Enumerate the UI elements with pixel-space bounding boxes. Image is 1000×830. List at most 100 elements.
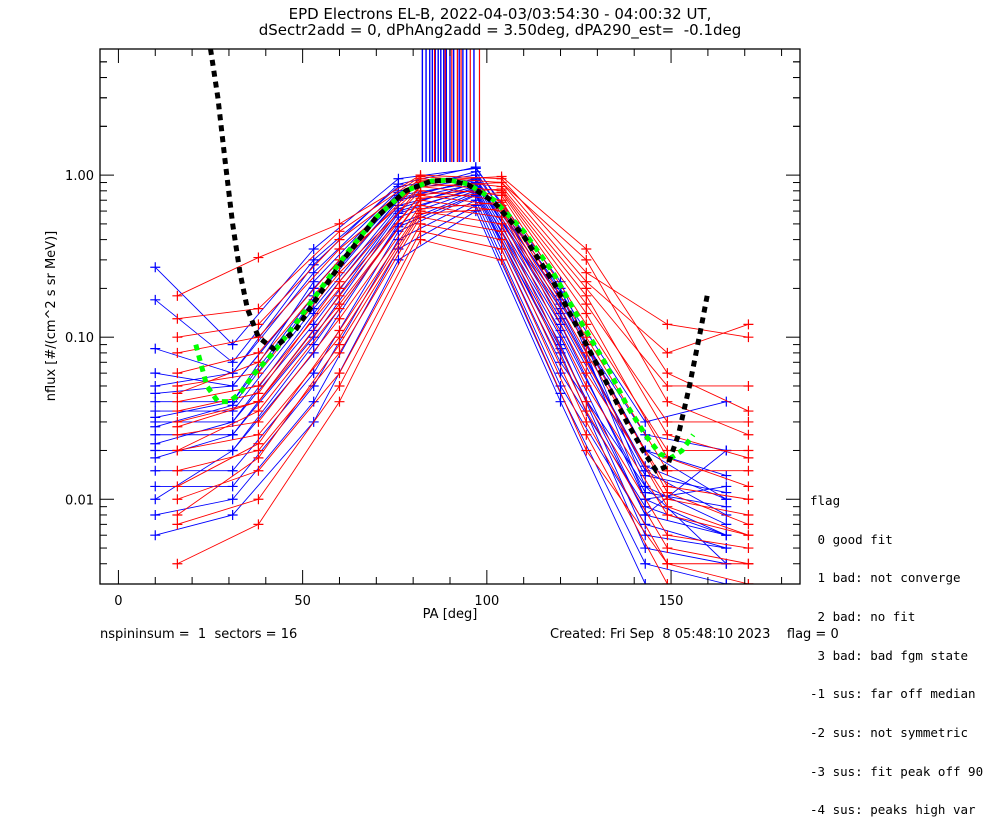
red-data-point xyxy=(743,579,754,584)
y-tick-label: 0.01 xyxy=(65,493,94,508)
red-data-point xyxy=(662,558,673,569)
red-data-point xyxy=(662,380,673,391)
red-data-point xyxy=(581,357,592,368)
blue-data-point xyxy=(640,558,651,569)
blue-data-point xyxy=(150,452,161,463)
red-data-point xyxy=(172,481,183,492)
blue-data-point xyxy=(227,429,238,440)
blue-data-point xyxy=(640,461,651,472)
data-layer xyxy=(150,49,754,584)
red-data-point xyxy=(334,276,345,287)
blue-data-point xyxy=(640,530,651,541)
red-data-point xyxy=(496,184,507,195)
blue-data-point xyxy=(308,283,319,294)
red-data-point xyxy=(743,481,754,492)
red-data-point xyxy=(253,429,264,440)
blue-data-point xyxy=(150,509,161,520)
red-series-line xyxy=(177,182,749,423)
blue-data-point xyxy=(150,388,161,399)
blue-data-point xyxy=(555,396,566,407)
blue-series-line xyxy=(155,178,727,493)
blue-data-point xyxy=(721,530,732,541)
blue-series-line xyxy=(155,190,727,565)
legend-item: 3 bad: bad fgm state xyxy=(810,647,969,663)
blue-data-point xyxy=(150,530,161,541)
blue-data-point xyxy=(227,465,238,476)
blue-data-point xyxy=(721,579,732,584)
blue-data-point xyxy=(227,339,238,350)
red-data-point xyxy=(415,189,426,200)
red-data-point xyxy=(334,290,345,301)
legend-title: flag xyxy=(810,492,841,508)
red-data-point xyxy=(662,416,673,427)
red-data-point xyxy=(743,519,754,530)
red-data-point xyxy=(172,421,183,432)
red-data-point xyxy=(334,234,345,245)
y-tick-label: 1.00 xyxy=(65,169,94,184)
footer-sectors-info: nspininsum = 1 sectors = 16 xyxy=(100,627,298,642)
blue-data-point xyxy=(308,396,319,407)
legend-item: 1 bad: not converge xyxy=(810,570,961,586)
red-data-point xyxy=(581,416,592,427)
red-series-line xyxy=(177,186,749,451)
plot-canvas: 0 50 100 150 0.01 0.10 1.00 PA [deg] nflux [#/… xyxy=(44,48,801,622)
red-data-point xyxy=(253,347,264,358)
chart-title-line1: EPD Electrons EL-B, 2022-04-03/03:54:30 … xyxy=(288,5,712,23)
red-data-point xyxy=(496,244,507,255)
red-data-point xyxy=(662,579,673,584)
red-data-point xyxy=(743,380,754,391)
red-data-point xyxy=(172,368,183,379)
red-data-point xyxy=(496,171,507,182)
blue-data-point xyxy=(150,294,161,305)
red-data-point xyxy=(172,313,183,324)
blue-data-point xyxy=(721,396,732,407)
red-data-point xyxy=(743,416,754,427)
red-data-point xyxy=(334,396,345,407)
red-data-point xyxy=(172,509,183,520)
red-data-point xyxy=(581,429,592,440)
blue-series-line xyxy=(155,181,727,500)
blue-data-point xyxy=(308,259,319,270)
red-data-point xyxy=(172,558,183,569)
red-data-point xyxy=(662,396,673,407)
red-data-point xyxy=(496,234,507,245)
red-data-point xyxy=(172,494,183,505)
blue-data-point xyxy=(150,438,161,449)
red-data-point xyxy=(743,332,754,343)
red-data-point xyxy=(253,406,264,417)
red-data-point xyxy=(662,487,673,498)
red-data-point xyxy=(662,429,673,440)
red-series-line xyxy=(177,230,749,584)
red-data-point xyxy=(743,465,754,476)
blue-series-line xyxy=(155,182,727,516)
blue-data-point xyxy=(227,509,238,520)
legend-item: -3 sus: fit peak off 90 xyxy=(810,763,984,779)
x-tick-label: 50 xyxy=(294,594,311,609)
y-tick-label: 0.10 xyxy=(65,331,94,346)
red-data-point xyxy=(662,530,673,541)
red-data-point xyxy=(253,303,264,314)
black-fit-curve xyxy=(208,49,711,474)
red-series-line xyxy=(177,223,749,565)
red-data-point xyxy=(743,406,754,417)
red-data-point xyxy=(334,368,345,379)
blue-series-line xyxy=(154,167,727,565)
red-data-point xyxy=(172,332,183,343)
blue-series-line xyxy=(155,199,727,549)
red-data-point xyxy=(253,396,264,407)
red-data-point xyxy=(415,208,426,219)
red-series-line xyxy=(177,194,749,500)
blue-data-point xyxy=(150,343,161,354)
red-data-point xyxy=(581,290,592,301)
blue-data-point xyxy=(227,400,238,411)
red-series-line xyxy=(177,178,749,387)
x-tick-label: 0 xyxy=(114,594,122,609)
blue-data-point xyxy=(640,579,651,584)
legend-item: -1 sus: far off median xyxy=(810,686,976,702)
red-data-point xyxy=(172,445,183,456)
red-data-point xyxy=(581,380,592,391)
red-data-point xyxy=(334,244,345,255)
red-data-point xyxy=(253,494,264,505)
red-data-point xyxy=(743,543,754,554)
fit-layer xyxy=(193,49,711,474)
